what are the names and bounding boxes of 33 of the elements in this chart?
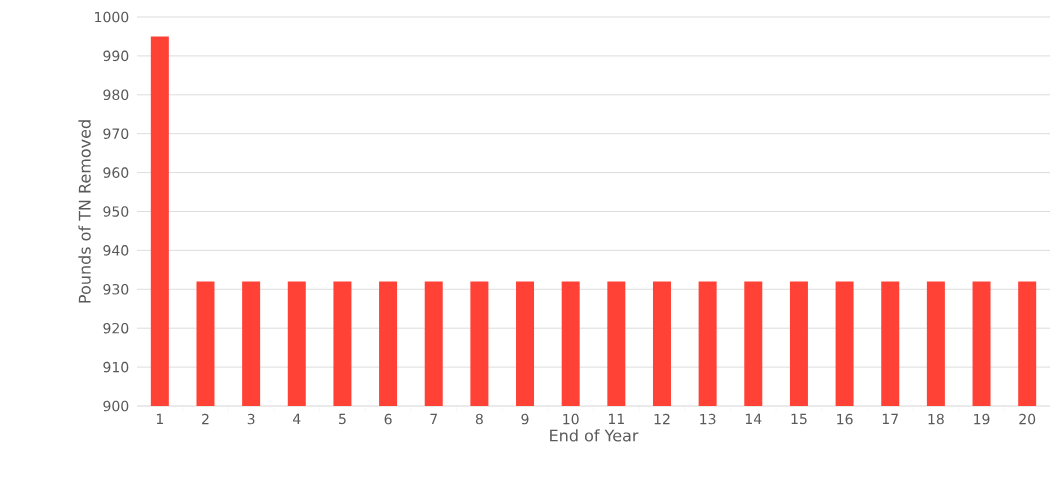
x-tick-label: 20 [1019, 413, 1036, 425]
x-tick-label: 6 [384, 413, 392, 425]
x-tick-label: 14 [745, 413, 762, 424]
y-tick-label: 900 [103, 400, 129, 412]
y-tick-label: 950 [103, 206, 129, 217]
x-tick-label: 9 [521, 413, 529, 425]
y-tick-label: 990 [103, 50, 129, 62]
y-tick-label: 960 [103, 167, 129, 178]
x-tick-label: 12 [654, 413, 670, 425]
x-tick-label: 3 [247, 413, 255, 425]
y-tick-label: 910 [103, 361, 129, 373]
x-tick-label: 10 [563, 413, 579, 425]
x-tick-label: 11 [608, 413, 624, 424]
y-tick-label: 980 [103, 89, 129, 101]
y-tick-label: 940 [103, 245, 129, 256]
x-tick-label: 15 [791, 413, 807, 425]
y-axis-title: Pounds of TN Removed [78, 120, 91, 303]
y-tick-label: 920 [103, 322, 129, 334]
x-tick-label: 18 [928, 413, 944, 425]
x-tick-label: 8 [475, 413, 483, 425]
x-tick-label: 4 [293, 413, 301, 424]
y-tick-label: 930 [103, 284, 129, 295]
x-tick-label: 19 [974, 413, 990, 425]
y-tick-label: 970 [103, 128, 129, 139]
y-tick-label: 1000 [95, 11, 129, 23]
x-tick-label: 16 [837, 413, 853, 425]
x-tick-label: 5 [339, 413, 346, 425]
x-tick-label: 17 [882, 413, 898, 424]
x-tick-label: 7 [430, 413, 437, 424]
x-tick-label: 2 [202, 413, 209, 425]
x-tick-label: 1 [156, 413, 163, 424]
x-axis-title: End of Year [550, 429, 639, 442]
x-tick-label: 13 [700, 413, 716, 425]
